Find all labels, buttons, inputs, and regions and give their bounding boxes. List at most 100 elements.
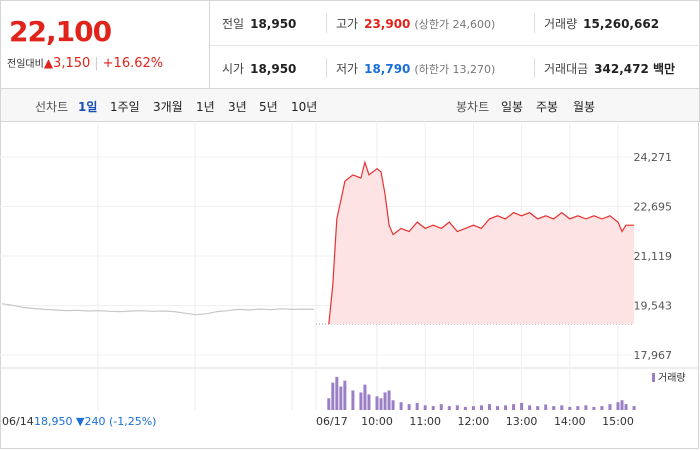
volume-bar bbox=[487, 404, 491, 410]
y-tick-label: 21,119 bbox=[634, 250, 673, 263]
volume-bar bbox=[415, 402, 419, 410]
stat-value: 342,472 백만 bbox=[594, 62, 676, 76]
volume-bar bbox=[367, 394, 371, 410]
date-label: 06/17 bbox=[316, 415, 348, 428]
volume-bar bbox=[455, 405, 459, 410]
legend-swatch bbox=[652, 373, 655, 382]
stat-label: 거래대금 bbox=[544, 62, 589, 76]
y-tick-label: 22,695 bbox=[634, 201, 673, 214]
stat-value: 15,260,662 bbox=[583, 17, 660, 31]
tab-label: 선차트 bbox=[35, 100, 69, 114]
period-tab[interactable]: 5년 bbox=[259, 100, 278, 114]
volume-bar bbox=[528, 405, 532, 410]
period-tab[interactable]: 3년 bbox=[228, 100, 247, 114]
change: 전일대비▲3,150 | +16.62% bbox=[7, 55, 163, 71]
divider bbox=[326, 58, 327, 78]
stats-row: 시가 18,950 저가 18,790 (하한가 13,270) 거래대금 342,472 … bbox=[210, 45, 700, 90]
stats: 전일 18,950 고가 23,900 (상한가 24,600) 거래량 15,260,66… bbox=[209, 1, 700, 89]
stat: 전일 18,950 bbox=[222, 15, 296, 32]
volume-bar bbox=[608, 404, 612, 410]
volume-bar bbox=[600, 406, 604, 410]
volume-bar bbox=[383, 392, 387, 410]
change-amount: 3,150 bbox=[53, 56, 91, 71]
volume-bar bbox=[584, 405, 588, 410]
volume-bar bbox=[576, 406, 580, 410]
stat: 시가 18,950 bbox=[222, 60, 296, 77]
price-line bbox=[1, 303, 315, 316]
stat: 저가 18,790 (하한가 13,270) bbox=[336, 60, 495, 77]
candle-tab[interactable]: 주봉 bbox=[536, 100, 559, 114]
volume-bar bbox=[496, 406, 499, 410]
tab-bar: 선차트 1일 1주일 3개월 1년 3년 5년 10년 봉차트 일봉 주봉 월봉 bbox=[0, 88, 700, 122]
y-tick-label: 24,271 bbox=[634, 151, 673, 164]
volume-bar bbox=[616, 402, 620, 410]
candle-tab[interactable]: 월봉 bbox=[573, 100, 596, 114]
stat-value: 18,950 bbox=[250, 17, 297, 31]
volume-bar bbox=[407, 404, 411, 410]
volume-bar bbox=[620, 400, 624, 410]
volume-bar bbox=[624, 404, 628, 410]
period-tab[interactable]: 1주일 bbox=[110, 100, 140, 114]
change-caption: 전일대비 bbox=[7, 59, 44, 70]
stat-label: 거래량 bbox=[544, 17, 578, 31]
stat-value: 18,950 bbox=[250, 62, 297, 76]
volume-bar bbox=[479, 405, 483, 410]
stat-note: (하한가 13,270) bbox=[414, 63, 496, 76]
volume-bar bbox=[536, 406, 540, 410]
stat: 거래량 15,260,662 bbox=[544, 15, 659, 32]
price-area bbox=[328, 162, 635, 325]
volume-bar bbox=[379, 398, 383, 410]
tab-label: 봉차트 bbox=[456, 100, 490, 114]
stat: 고가 23,900 (상한가 24,600) bbox=[336, 15, 495, 32]
period-tab[interactable]: 3개월 bbox=[153, 100, 183, 114]
volume-bar bbox=[363, 384, 367, 410]
candle-tab[interactable]: 일봉 bbox=[501, 100, 524, 114]
x-tick-label: 15:00 bbox=[602, 415, 634, 428]
period-tab[interactable]: 1일 bbox=[78, 100, 98, 114]
period-tab[interactable]: 10년 bbox=[291, 100, 318, 114]
x-tick-label: 10:00 bbox=[361, 415, 393, 428]
volume-bar bbox=[391, 400, 395, 410]
volume-bar bbox=[471, 406, 475, 410]
volume-bar bbox=[560, 405, 564, 410]
divider bbox=[326, 13, 327, 33]
volume-bar bbox=[544, 404, 548, 410]
divider bbox=[534, 13, 535, 33]
stat-label: 시가 bbox=[222, 62, 245, 76]
volume-bar bbox=[331, 382, 335, 410]
volume-bar bbox=[327, 398, 331, 410]
x-tick-label: 14:00 bbox=[554, 415, 586, 428]
chart: 17,967 19,543 21,119 22,695 24,271 10:00 11:00… bbox=[0, 121, 699, 449]
frame bbox=[0, 121, 699, 449]
up-icon: ▲ bbox=[43, 56, 54, 70]
volume-bar bbox=[592, 406, 596, 410]
stats-row: 전일 18,950 고가 23,900 (상한가 24,600) 거래량 15,260,66… bbox=[210, 1, 700, 45]
stat-note: (상한가 24,600) bbox=[414, 18, 496, 31]
volume-bar bbox=[632, 406, 636, 410]
quote-header: 22,100 전일대비▲3,150 | +16.62% 전일 18,950 고가 23,9… bbox=[0, 0, 700, 89]
divider bbox=[534, 58, 535, 78]
period-tab[interactable]: 1년 bbox=[196, 100, 215, 114]
stat-value: 18,790 bbox=[364, 62, 411, 76]
volume-bar bbox=[399, 402, 403, 410]
price-line bbox=[328, 160, 635, 325]
volume-bar bbox=[439, 404, 443, 410]
y-tick-label: 19,543 bbox=[634, 300, 673, 313]
prev-summary: 18,950 ▼240 (-1,25%) bbox=[34, 415, 156, 428]
x-tick-label: 11:00 bbox=[409, 415, 441, 428]
volume-bar bbox=[431, 406, 435, 410]
volume-bar bbox=[447, 406, 451, 410]
volume-bar bbox=[568, 406, 572, 410]
separator: | bbox=[94, 56, 99, 71]
x-tick-label: 12:00 bbox=[458, 415, 490, 428]
stat-value: 23,900 bbox=[364, 17, 411, 31]
legend-label: 거래량 bbox=[658, 372, 686, 384]
stat-label: 고가 bbox=[336, 17, 359, 31]
volume-bar bbox=[504, 405, 508, 410]
stat-label: 전일 bbox=[222, 17, 245, 31]
volume-bar bbox=[520, 402, 524, 410]
stat: 거래대금 342,472 백만 bbox=[544, 60, 675, 77]
volume-bar bbox=[335, 376, 339, 410]
y-tick-label: 17,967 bbox=[634, 349, 673, 362]
